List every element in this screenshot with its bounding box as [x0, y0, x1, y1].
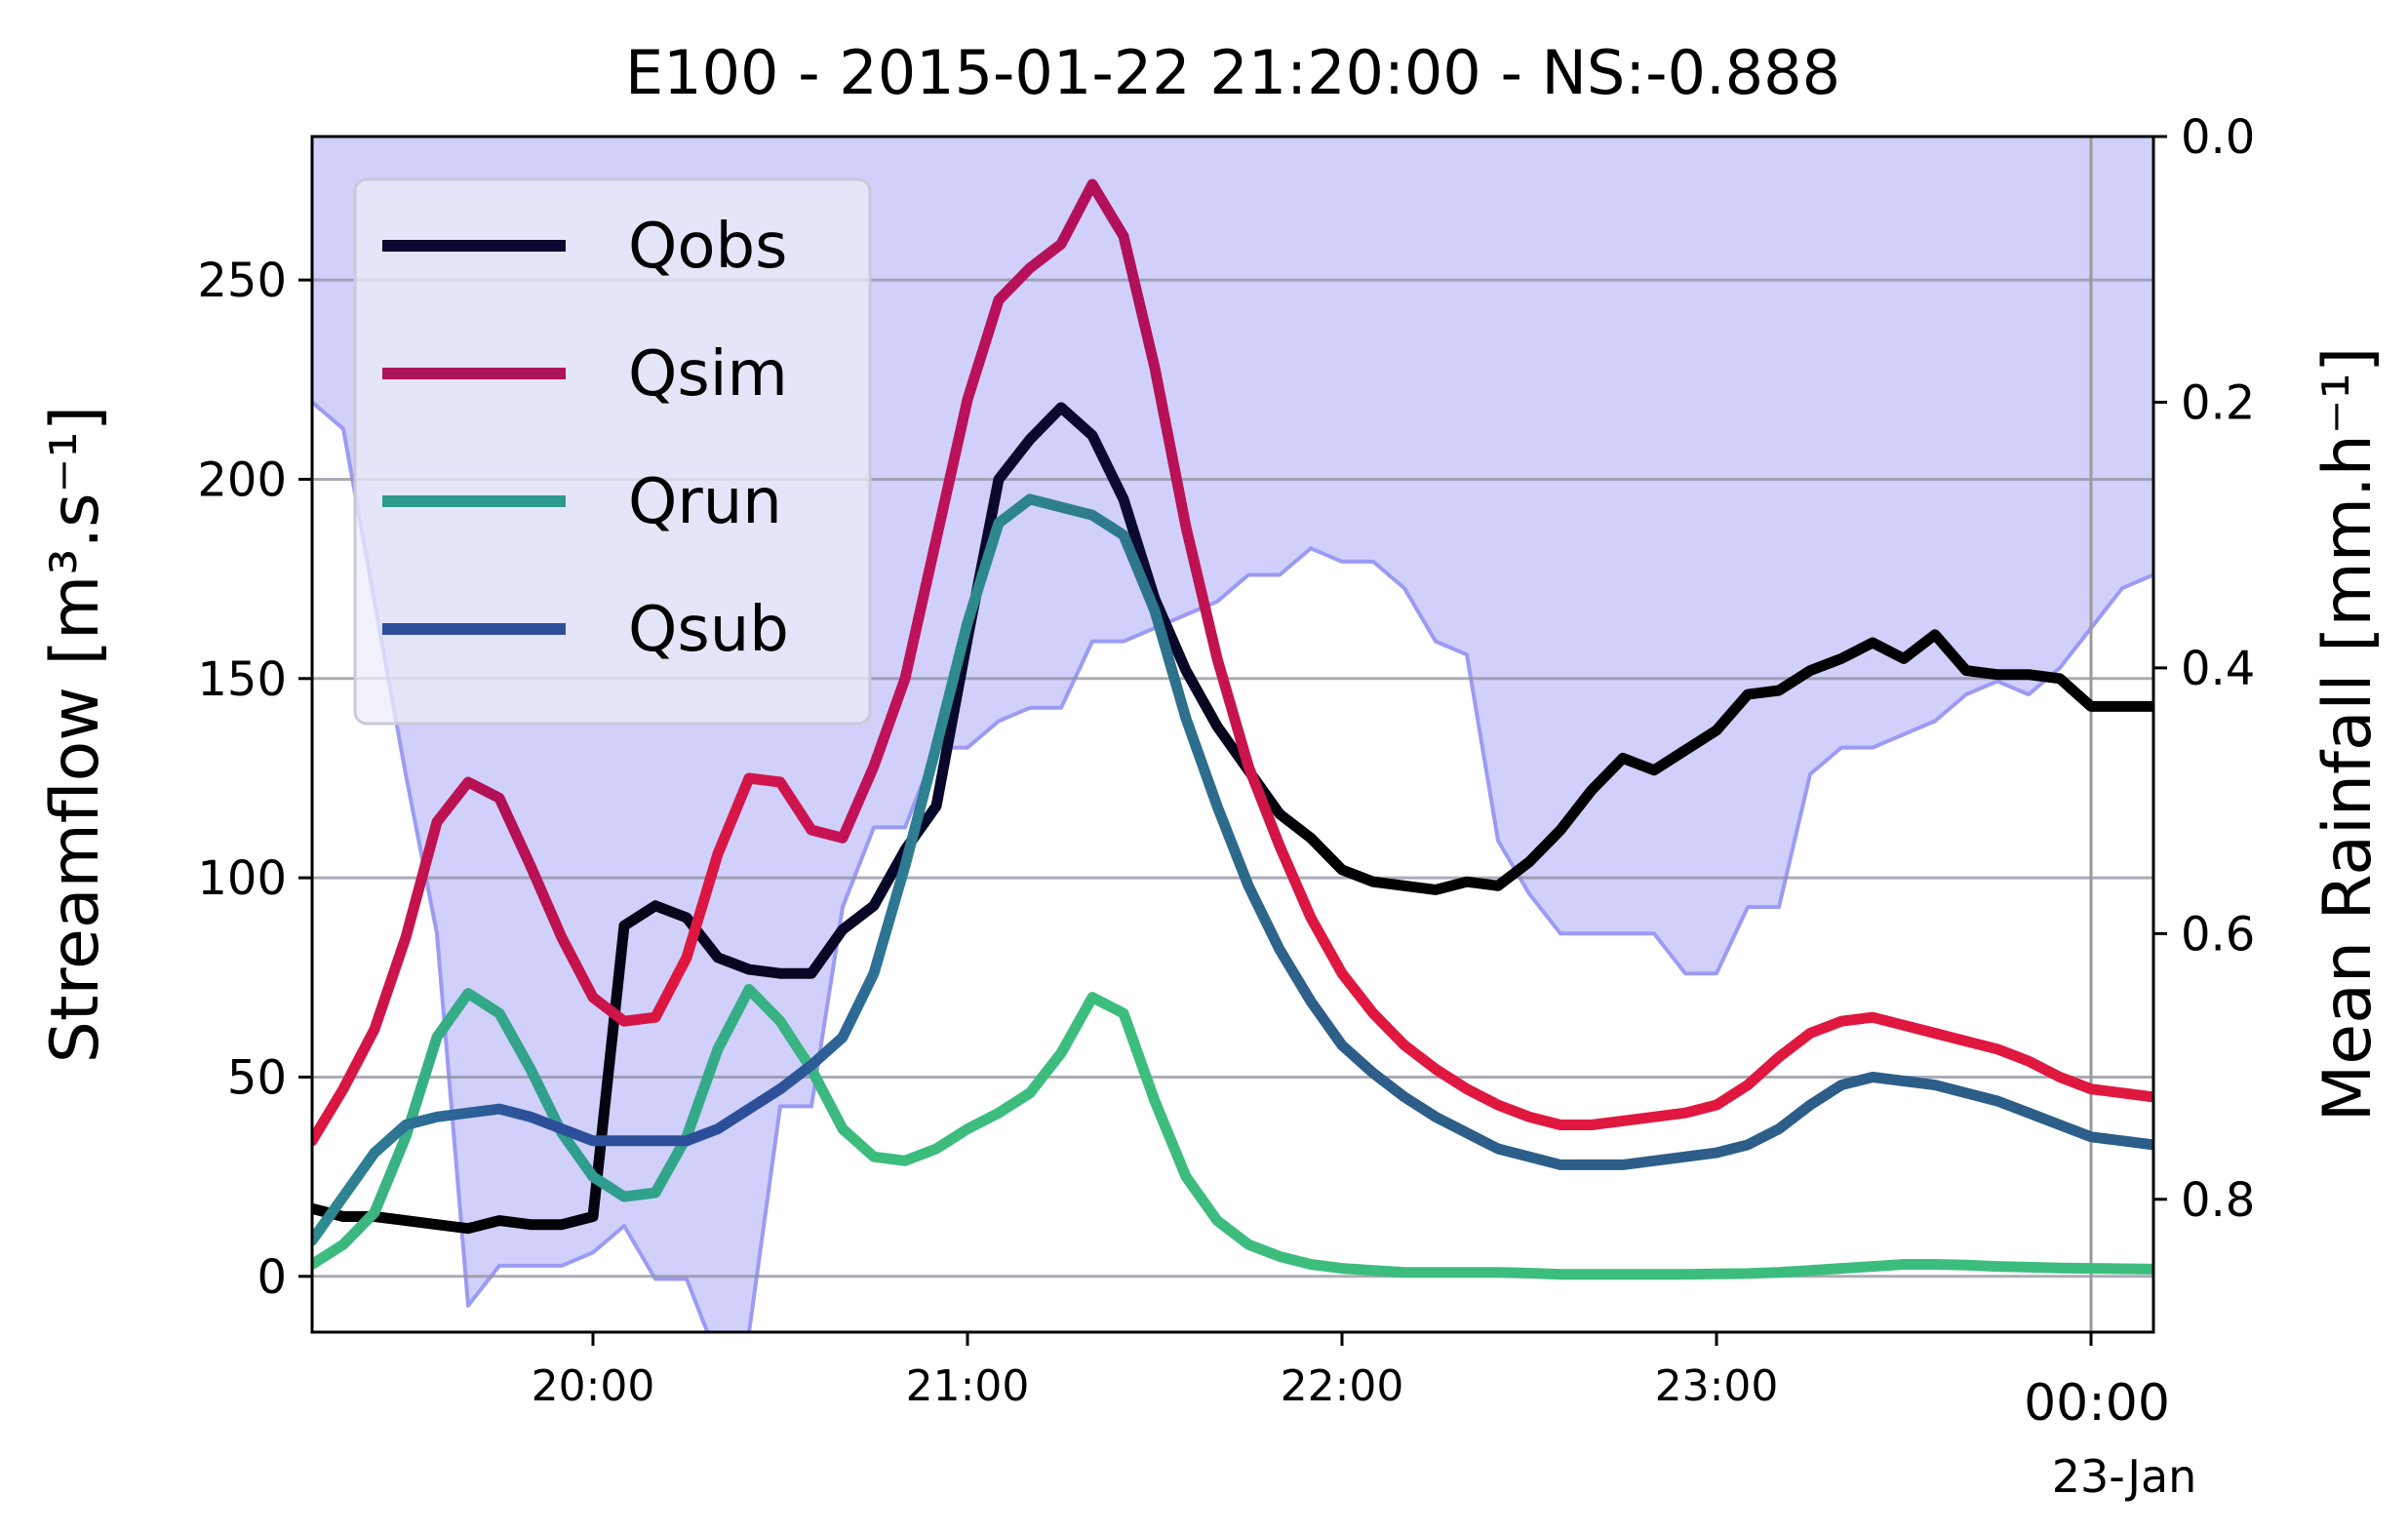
- x-tick-label: 00:00: [2024, 1374, 2170, 1433]
- x-tick-label: 20:00: [532, 1361, 655, 1411]
- x-axis: 20:00 21:00 22:00 23:00 00:00: [532, 1332, 2170, 1433]
- chart-title: E100 - 2015-01-22 21:20:00 - NS:-0.888: [625, 37, 1840, 108]
- y-tick-label: 100: [197, 851, 287, 906]
- y-tick-label: 50: [227, 1050, 287, 1105]
- series-qrun: [312, 984, 2153, 1280]
- y-tick-label: 250: [197, 254, 287, 308]
- legend-label-qrun: Qrun: [628, 466, 782, 538]
- legend-label-qsim: Qsim: [628, 338, 788, 411]
- x-tick-label: 23:00: [1655, 1361, 1779, 1411]
- y-axis-label-right: Mean Rainfall [mm.h⁻¹]: [2309, 347, 2387, 1122]
- legend-label-qsub: Qsub: [628, 594, 789, 666]
- y-tick-label: 150: [197, 652, 287, 707]
- rainfall-line: [312, 400, 2153, 1332]
- series-qobs: [312, 402, 2153, 1235]
- series-qsub: [312, 493, 2153, 1246]
- x-tick-label: 22:00: [1281, 1361, 1404, 1411]
- y2-tick-label: 0.2: [2181, 375, 2255, 430]
- legend: Qobs Qsim Qrun Qsub: [353, 177, 872, 726]
- y2-tick-label: 0.8: [2181, 1173, 2255, 1228]
- y2-tick-label: 0.6: [2181, 907, 2255, 962]
- x-tick-sublabel: 23-Jan: [2052, 1450, 2197, 1503]
- legend-label-qobs: Qobs: [628, 211, 788, 283]
- plot-frame: [310, 135, 2155, 1334]
- x-tick-label: 21:00: [906, 1361, 1030, 1411]
- y-axis-label-left: Streamflow [m³.s⁻¹]: [37, 406, 114, 1063]
- y-axis-right: 0.0 0.2 0.4 0.6 0.8: [2153, 110, 2255, 1228]
- series-qsim: [312, 178, 2153, 1147]
- y-tick-label: 0: [257, 1250, 287, 1305]
- y-axis-left: 0 50 100 150 200 250: [197, 254, 312, 1305]
- legend-box: [353, 177, 872, 726]
- series-group: [312, 178, 2153, 1280]
- y2-tick-label: 0.4: [2181, 642, 2255, 696]
- y2-tick-label: 0.0: [2181, 110, 2255, 165]
- y-tick-label: 200: [197, 452, 287, 507]
